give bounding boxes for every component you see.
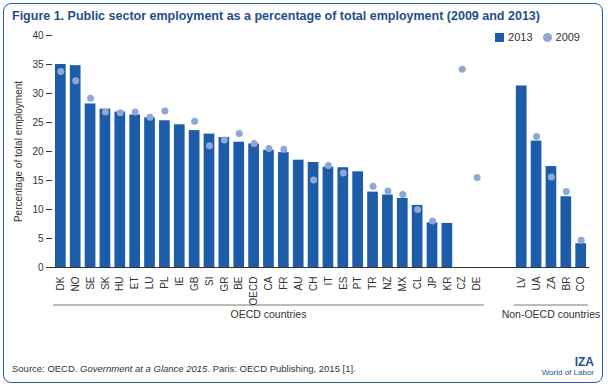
svg-text:SE: SE [85,276,96,290]
svg-text:DE: DE [471,276,482,290]
svg-text:LU: LU [144,277,155,290]
svg-text:PL: PL [159,276,170,289]
html-text:Source: OECD. Government at a: Source: OECD. Government at a Glance 201… [12,363,356,374]
html-text:IZA: IZA [574,355,594,369]
svg-text:DK: DK [55,276,66,290]
svg-text:ET: ET [129,277,140,290]
svg-text:GR: GR [219,277,230,292]
svg-text:NO: NO [70,276,81,291]
svg-text:30: 30 [32,88,44,99]
svg-text:CH: CH [308,277,319,291]
svg-text:25: 25 [32,117,44,128]
svg-text:SI: SI [204,277,215,286]
svg-text:AU: AU [293,277,304,291]
svg-text:ES: ES [338,276,349,290]
svg-text:0: 0 [38,262,44,273]
svg-text:15: 15 [32,175,44,186]
svg-text:LV: LV [516,276,527,288]
svg-text:35: 35 [32,59,44,70]
svg-text:ZA: ZA [546,276,557,289]
svg-text:BE: BE [233,276,244,290]
svg-text:CA: CA [263,276,274,290]
svg-text:IE: IE [174,276,185,286]
svg-text:KR: KR [442,277,453,291]
html-text:2013: 2013 [508,31,533,43]
svg-text:PT: PT [352,277,363,290]
svg-text:TR: TR [367,277,378,290]
svg-text:HU: HU [114,277,125,291]
svg-text:FR: FR [278,277,289,290]
svg-text:Non-OECD countries: Non-OECD countries [502,308,601,320]
svg-text:SK: SK [100,276,111,290]
svg-text:CO: CO [575,276,586,291]
svg-text:40: 40 [32,30,44,41]
svg-text:Percentage of total employment: Percentage of total employment [13,81,24,222]
svg-text:CZ: CZ [456,277,467,290]
svg-text:MX: MX [397,276,408,291]
svg-text:NZ: NZ [382,277,393,290]
svg-text:CL: CL [412,276,423,289]
svg-text:IT: IT [323,277,334,286]
svg-text:20: 20 [32,146,44,157]
html-text:Figure 1. Public sector employ: Figure 1. Public sector employment as a … [12,9,540,23]
svg-text:5: 5 [38,233,44,244]
html-text:World of Labor: World of Labor [541,367,594,377]
svg-text:10: 10 [32,204,44,215]
svg-text:UA: UA [531,276,542,290]
svg-text:OECD countries: OECD countries [231,308,307,320]
svg-text:JP: JP [427,276,438,288]
svg-text:OECD: OECD [248,277,259,306]
html-text:2009: 2009 [555,31,580,43]
svg-text:GB: GB [189,276,200,291]
svg-text:BR: BR [561,277,572,291]
